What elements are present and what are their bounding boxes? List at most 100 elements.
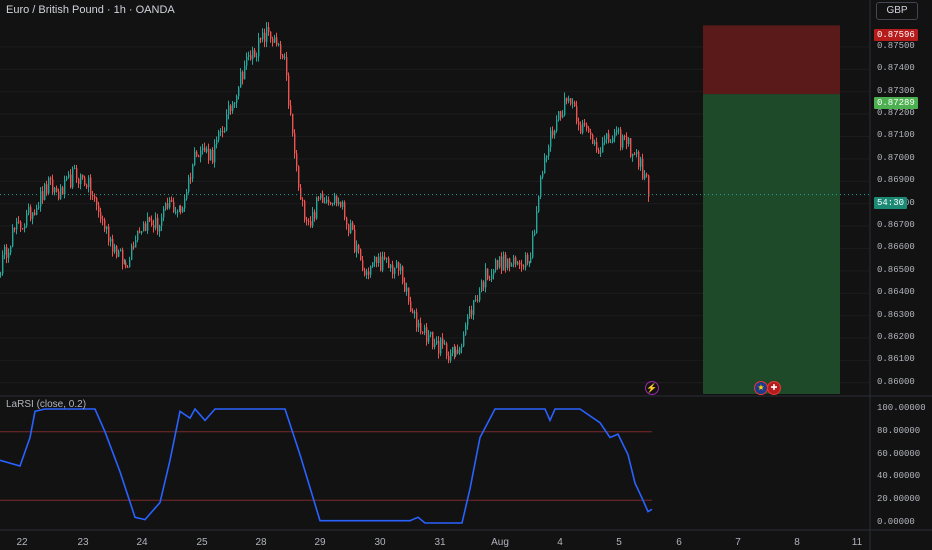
candle-body bbox=[216, 140, 218, 145]
candle-body bbox=[248, 55, 250, 57]
candle-body bbox=[114, 246, 116, 252]
candle-body bbox=[344, 202, 346, 218]
candle-body bbox=[594, 142, 596, 144]
candle-body bbox=[318, 197, 320, 199]
date-tick-label: 30 bbox=[374, 537, 386, 548]
indicator-title[interactable]: LaRSI (close, 0.2) bbox=[6, 399, 87, 410]
candle-body bbox=[487, 268, 489, 279]
candle-body bbox=[527, 254, 529, 264]
candle-body bbox=[92, 195, 94, 197]
candle-body bbox=[390, 264, 392, 268]
candle-body bbox=[542, 173, 544, 177]
candle-body bbox=[14, 227, 16, 230]
candle-body bbox=[116, 246, 118, 257]
candle-body bbox=[312, 212, 314, 226]
candle-body bbox=[238, 87, 240, 97]
candle-body bbox=[406, 287, 408, 292]
uk-flag-icon[interactable]: ✚ bbox=[767, 381, 781, 395]
candle-body bbox=[74, 168, 76, 170]
candle-body bbox=[26, 213, 28, 226]
candle-body bbox=[640, 158, 642, 167]
candle-body bbox=[246, 56, 248, 66]
candle-body bbox=[463, 334, 465, 347]
candle-body bbox=[440, 338, 442, 354]
candle-body bbox=[477, 299, 479, 301]
price-tick-label: 0.86100 bbox=[877, 354, 915, 365]
candle-body bbox=[147, 217, 149, 231]
candle-body bbox=[394, 267, 396, 274]
price-tick-label: 0.87400 bbox=[877, 63, 915, 74]
candle-body bbox=[228, 105, 230, 115]
candle-body bbox=[461, 346, 463, 348]
candle-body bbox=[566, 97, 568, 102]
candle-body bbox=[422, 331, 424, 334]
candle-body bbox=[552, 130, 554, 136]
candle-body bbox=[80, 174, 82, 185]
candle-body bbox=[224, 130, 226, 133]
candle-body bbox=[483, 281, 485, 288]
candle-body bbox=[54, 187, 56, 193]
candle-body bbox=[596, 142, 598, 151]
candle-body bbox=[210, 149, 212, 161]
candle-body bbox=[204, 147, 206, 152]
candle-body bbox=[503, 254, 505, 271]
candle-body bbox=[362, 260, 364, 271]
lightning-icon[interactable]: ⚡ bbox=[645, 381, 659, 395]
candle-body bbox=[306, 219, 308, 221]
candle-body bbox=[473, 300, 475, 315]
oscillator-tick-label: 20.00000 bbox=[877, 494, 921, 505]
candle-body bbox=[12, 227, 14, 247]
candle-body bbox=[173, 201, 175, 213]
candle-body bbox=[180, 206, 182, 212]
candle-body bbox=[40, 191, 42, 207]
candle-body bbox=[294, 133, 296, 154]
candle-body bbox=[382, 256, 384, 271]
candle-body bbox=[368, 271, 370, 275]
candle-body bbox=[324, 202, 326, 204]
date-tick-label: 29 bbox=[314, 537, 326, 548]
eu-flag-icon[interactable]: ★ bbox=[754, 381, 768, 395]
candle-body bbox=[588, 128, 590, 132]
candle-body bbox=[336, 195, 338, 205]
date-tick-label: 7 bbox=[735, 537, 741, 548]
candle-body bbox=[82, 174, 84, 178]
price-tick-label: 0.86500 bbox=[877, 264, 915, 275]
candle-body bbox=[118, 251, 120, 257]
price-tick-label: 0.87000 bbox=[877, 152, 915, 163]
price-tick-label: 0.86200 bbox=[877, 332, 915, 342]
candle-body bbox=[420, 322, 422, 332]
candle-body bbox=[590, 131, 592, 135]
candle-body bbox=[574, 102, 576, 107]
candle-body bbox=[179, 206, 181, 212]
candle-body bbox=[96, 198, 98, 206]
candle-body bbox=[342, 202, 344, 207]
candle-body bbox=[586, 124, 588, 129]
candle-body bbox=[48, 178, 50, 194]
candle-body bbox=[272, 38, 274, 43]
candle-body bbox=[175, 211, 177, 213]
candle-body bbox=[270, 31, 272, 39]
candle-body bbox=[386, 258, 388, 260]
oscillator-pane[interactable] bbox=[0, 407, 653, 524]
candle-body bbox=[467, 316, 469, 326]
candle-body bbox=[32, 212, 34, 219]
candle-body bbox=[505, 254, 507, 268]
candle-body bbox=[408, 287, 410, 302]
candle-body bbox=[608, 133, 610, 143]
stop-loss-zone bbox=[703, 25, 840, 95]
candle-body bbox=[434, 343, 436, 347]
candle-body bbox=[489, 278, 491, 280]
candle-body bbox=[16, 221, 18, 230]
currency-button[interactable]: GBP bbox=[876, 2, 918, 20]
candle-body bbox=[576, 106, 578, 122]
candle-body bbox=[46, 184, 48, 194]
oscillator-tick-label: 0.00000 bbox=[877, 517, 915, 527]
candle-body bbox=[290, 105, 292, 114]
candle-body bbox=[638, 151, 640, 167]
candle-body bbox=[0, 273, 2, 275]
candle-body bbox=[141, 231, 143, 233]
candle-body bbox=[471, 309, 473, 315]
candle-body bbox=[10, 246, 12, 253]
